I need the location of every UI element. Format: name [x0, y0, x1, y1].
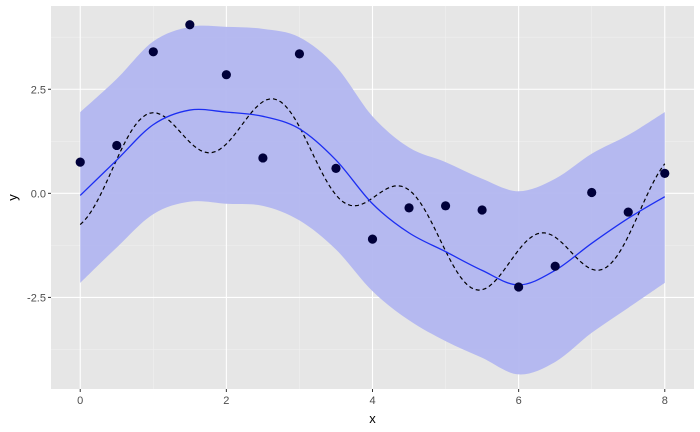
fitted-line [79, 108, 666, 286]
data-point [148, 47, 158, 57]
x-axis-title: x [369, 411, 376, 426]
data-point [623, 207, 633, 217]
x-tick-label: 4 [369, 395, 375, 407]
point-layer [75, 20, 670, 292]
data-point [221, 70, 231, 80]
x-tick-label: 0 [77, 395, 83, 407]
data-point [440, 201, 451, 211]
data-point [75, 157, 85, 167]
data-point [660, 168, 670, 178]
data-point [367, 234, 378, 244]
y-axis-title: y [5, 194, 20, 201]
x-tick-label: 8 [662, 395, 668, 407]
y-tick-label: 0.0 [31, 188, 46, 200]
tick-layer: 0 2 4 6 8 -2.5 0.0 2.5 [27, 84, 668, 407]
line-layer [79, 98, 666, 291]
y-tick-label: 2.5 [31, 84, 46, 96]
y-tick-label: -2.5 [27, 292, 46, 304]
x-tick-label: 2 [223, 395, 229, 407]
data-point [514, 282, 524, 292]
data-point [294, 49, 305, 59]
data-point [185, 20, 195, 30]
data-point [404, 203, 414, 213]
data-point [587, 187, 597, 198]
data-point [550, 261, 560, 271]
data-point [331, 163, 341, 173]
data-point [477, 205, 487, 215]
data-point [258, 153, 268, 163]
data-point [112, 140, 122, 151]
true-function-line [79, 98, 666, 291]
x-tick-label: 6 [516, 395, 522, 407]
